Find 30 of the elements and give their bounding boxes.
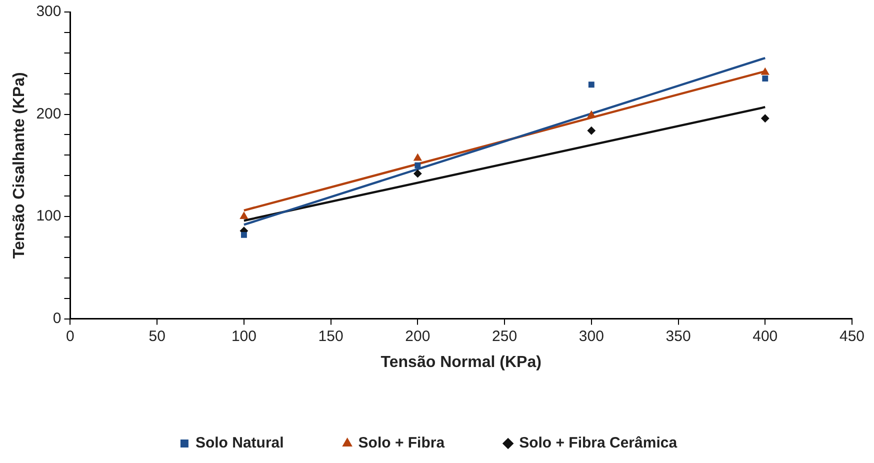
y-tick-label: 100 bbox=[36, 208, 62, 225]
point bbox=[414, 162, 421, 168]
y-axis-title: Tensão Cisalhante (KPa) bbox=[11, 72, 28, 259]
point bbox=[414, 170, 422, 178]
y-tick-label: 300 bbox=[36, 3, 62, 20]
x-tick-label: 200 bbox=[405, 328, 430, 345]
x-tick-label: 0 bbox=[66, 328, 74, 345]
legend-label: Solo Natural bbox=[195, 434, 284, 452]
point bbox=[240, 232, 247, 238]
y-tick-label: 200 bbox=[36, 105, 62, 122]
point bbox=[587, 126, 596, 135]
x-tick-label: 400 bbox=[752, 328, 778, 345]
point bbox=[761, 114, 770, 122]
point bbox=[761, 68, 770, 75]
x-tick-label: 350 bbox=[666, 328, 691, 345]
legend-label: Solo + Fibra bbox=[358, 434, 446, 452]
point bbox=[588, 82, 594, 88]
point bbox=[414, 154, 422, 161]
y-tick-label: 0 bbox=[52, 310, 62, 327]
x-tick-label: 250 bbox=[492, 328, 518, 345]
point bbox=[587, 110, 596, 118]
legend-label: Solo + Fibra Cerâmica bbox=[519, 434, 678, 452]
point bbox=[240, 212, 248, 220]
x-tick-label: 100 bbox=[231, 328, 256, 345]
point bbox=[762, 76, 768, 82]
x-tick-label: 150 bbox=[318, 328, 344, 345]
x-tick-label: 300 bbox=[578, 328, 604, 345]
x-axis-title: Tensão Normal (KPa) bbox=[380, 354, 542, 371]
x-tick-label: 50 bbox=[148, 328, 166, 345]
x-tick-label: 450 bbox=[839, 328, 865, 345]
